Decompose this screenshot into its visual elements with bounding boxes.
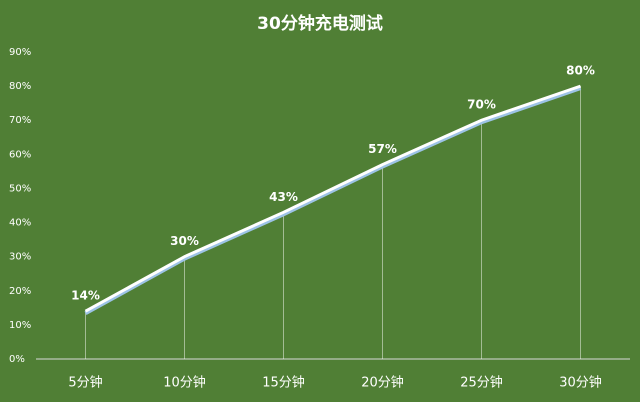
data-label: 70% <box>467 98 496 112</box>
y-tick-label: 80% <box>9 81 31 92</box>
y-tick-label: 40% <box>9 218 31 229</box>
y-tick-label: 20% <box>9 286 31 297</box>
data-label: 80% <box>566 64 595 78</box>
y-tick-label: 30% <box>9 252 31 263</box>
y-tick-label: 90% <box>9 47 31 58</box>
x-tick-label: 10分钟 <box>163 375 206 391</box>
x-tick-label: 15分钟 <box>262 375 305 391</box>
x-tick-label: 30分钟 <box>559 375 602 391</box>
x-tick-label: 20分钟 <box>361 375 404 391</box>
data-label: 57% <box>368 142 397 156</box>
y-tick-label: 60% <box>9 149 31 160</box>
line <box>84 84 581 313</box>
y-tick-label: 10% <box>9 320 31 331</box>
data-label: 14% <box>71 289 100 303</box>
data-label: 43% <box>269 190 298 204</box>
y-tick-label: 0% <box>9 354 25 365</box>
y-tick-label: 70% <box>9 115 31 126</box>
data-label: 30% <box>170 234 199 248</box>
y-tick-label: 50% <box>9 183 31 194</box>
x-tick-label: 25分钟 <box>460 375 503 391</box>
x-tick-label: 5分钟 <box>68 375 102 391</box>
chart-title: 30分钟充电测试 <box>257 13 383 34</box>
line-shadow <box>84 86 582 315</box>
